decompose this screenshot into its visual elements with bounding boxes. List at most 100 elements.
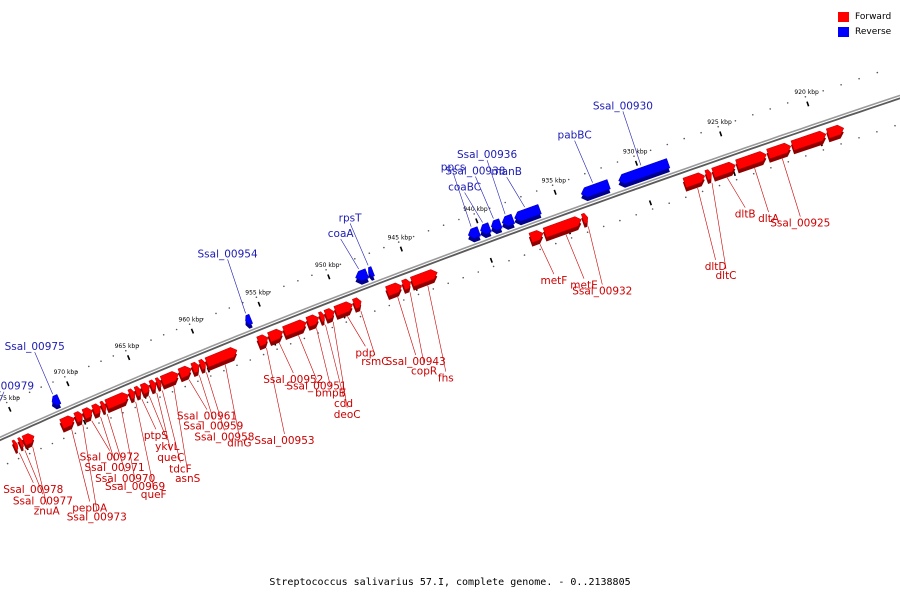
label-leader	[227, 259, 246, 314]
gene-arrows	[11, 124, 845, 454]
tick-dot	[184, 385, 186, 388]
label-leader	[397, 296, 416, 356]
tick-dot	[100, 360, 102, 363]
tick-dot	[98, 422, 100, 424]
gene-arrow-dltC[interactable]	[704, 169, 712, 181]
gene-arrow-ykvL[interactable]	[139, 382, 150, 395]
backbone-lower	[0, 97, 900, 442]
gene-label: Ssal_00977	[13, 495, 73, 507]
gene-arrow-Ssal_00970[interactable]	[99, 400, 107, 412]
gene-arrow-dltA[interactable]	[735, 151, 767, 170]
gene-arrow-pdp[interactable]	[333, 301, 353, 317]
gene-arrow-Ssal_00936[interactable]	[501, 213, 516, 227]
tick-dot	[215, 312, 217, 315]
gene-arrow-Ssal_00953[interactable]	[256, 334, 269, 347]
gene-arrow-Ssal_00978[interactable]	[11, 439, 19, 451]
tick-dot	[602, 225, 605, 228]
gene-arrow-Ssal_00925[interactable]	[766, 142, 792, 160]
gene-arrow-queF[interactable]	[127, 388, 135, 400]
gene-arrow-dinG[interactable]	[204, 347, 238, 368]
tick-dot	[539, 248, 541, 251]
tick-dot	[876, 131, 878, 133]
tick-mark	[719, 131, 723, 137]
gene-label: rsmC	[361, 356, 388, 368]
gene-label: bmpB	[315, 387, 346, 399]
gene-label: tdcF	[169, 464, 192, 476]
tick-dot	[619, 219, 621, 222]
gene-arrow-Ssal_00958[interactable]	[198, 358, 206, 371]
gene-arrow-Ssal_00930[interactable]	[618, 158, 671, 185]
tick-mark	[399, 246, 403, 252]
gene-arrow-Ssal_00932[interactable]	[580, 212, 588, 225]
gene-arrow-queC[interactable]	[148, 379, 157, 391]
gene-arrow-Ssal_00971[interactable]	[91, 403, 101, 416]
tick-mark	[553, 189, 557, 195]
gene-arrow-znuA[interactable]	[21, 433, 35, 446]
gene-arrow-Ssal_00973[interactable]	[73, 411, 83, 423]
gene-arrow-Ssal_00943[interactable]	[385, 282, 403, 297]
tick-dot	[159, 396, 161, 398]
gene-label: dinG	[227, 438, 251, 450]
gene-arrow-asnS[interactable]	[159, 371, 179, 386]
gene-arrow-cdd[interactable]	[317, 311, 325, 323]
tick-label: 925 kbp	[707, 119, 732, 126]
gene-arrow-shadow	[17, 441, 24, 452]
tick-dot	[555, 242, 557, 245]
tick-dot	[374, 310, 376, 312]
gene-arrow-Ssal_00975[interactable]	[51, 394, 62, 406]
tick-dot	[735, 178, 738, 181]
gene-arrow-manB[interactable]	[514, 204, 542, 222]
gene-arrow-rpsT[interactable]	[368, 266, 375, 278]
gene-label: fhs	[438, 373, 454, 385]
label-leader	[726, 177, 746, 208]
tick-dot	[262, 353, 265, 356]
gene-arrow-Ssal_00954[interactable]	[245, 313, 254, 325]
gene-arrow-coaBC[interactable]	[480, 222, 492, 235]
gene-arrow-unnamed[interactable]	[790, 130, 827, 151]
gene-arrow-pabBC[interactable]	[580, 179, 611, 198]
gene-arrow-Ssal_00952[interactable]	[267, 328, 284, 343]
tick-dot	[822, 90, 824, 92]
gene-arrow-fhs[interactable]	[409, 269, 438, 287]
gene-arrow-metF[interactable]	[528, 230, 544, 243]
label-leader	[0, 391, 5, 402]
gene-arrow-deoC[interactable]	[323, 308, 335, 321]
tick-dot	[651, 208, 654, 210]
gene-label: Ssal_00938	[445, 166, 505, 178]
gene-arrow-Ssal_00959[interactable]	[190, 361, 200, 374]
gene-arrow-Ssal_00969[interactable]	[104, 392, 129, 410]
tick-dot	[567, 178, 570, 181]
tick-label: 975 kbp	[0, 395, 20, 402]
label-leader	[622, 111, 642, 166]
gene-arrow-dltB[interactable]	[711, 161, 736, 178]
gene-arrow-ptpS[interactable]	[133, 385, 142, 397]
gene-arrow-coaA[interactable]	[355, 268, 370, 281]
label-leader	[106, 413, 126, 473]
tick-dot	[188, 323, 191, 326]
gene-arrow-Ssal_00938[interactable]	[490, 218, 503, 231]
gene-arrow-Ssal_00972[interactable]	[81, 407, 93, 420]
gene-arrow-pepDA[interactable]	[59, 415, 75, 429]
gene-label: pabBC	[558, 130, 592, 142]
tick-dot	[202, 318, 204, 320]
gene-arrow-unnamed[interactable]	[825, 124, 845, 139]
tick-dot	[600, 167, 602, 169]
gene-arrow-ppcs[interactable]	[467, 226, 481, 239]
gene-label: dltD	[705, 261, 727, 273]
gene-arrow-Ssal_00961[interactable]	[177, 365, 192, 379]
gene-arrow-Ssal_00977[interactable]	[17, 437, 24, 448]
tick-dot	[770, 167, 772, 169]
gene-arrow-metE[interactable]	[542, 216, 582, 238]
tick-mark	[327, 274, 331, 280]
gene-arrow-tdcF[interactable]	[154, 377, 162, 389]
gene-arrow-rsmC[interactable]	[351, 297, 362, 310]
gene-arrow-bmpB[interactable]	[305, 314, 320, 328]
tick-dot	[76, 370, 78, 373]
gene-arrow-Ssal_00951[interactable]	[282, 319, 307, 337]
gene-arrow-copR[interactable]	[401, 278, 411, 291]
tick-mark	[8, 406, 12, 412]
label-leader	[539, 243, 555, 275]
gene-arrow-dltD[interactable]	[682, 172, 706, 188]
gene-label: cdd	[334, 398, 353, 410]
tick-dot	[255, 296, 258, 299]
